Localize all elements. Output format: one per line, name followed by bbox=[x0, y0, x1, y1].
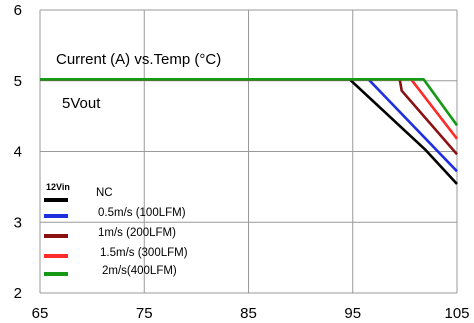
legend-label: 1m/s (200LFM) bbox=[98, 227, 176, 239]
x-tick-label: 75 bbox=[136, 305, 153, 322]
legend-label: 1.5m/s (300LFM) bbox=[100, 247, 188, 259]
series-line bbox=[40, 78, 459, 127]
y-tick-label: 4 bbox=[14, 144, 22, 161]
legend-label: 2m/s(400LFM) bbox=[102, 265, 177, 277]
x-tick-label: 105 bbox=[444, 305, 469, 322]
chart-subtitle: 5Vout bbox=[62, 95, 101, 112]
legend-label: 0.5m/s (100LFM) bbox=[98, 207, 186, 219]
series-lines bbox=[40, 78, 459, 185]
x-tick-label: 85 bbox=[240, 305, 257, 322]
chart-title: Current (A) vs.Temp (°C) bbox=[56, 51, 221, 68]
y-tick-label: 5 bbox=[14, 73, 22, 90]
legend: 12Vin NC 0.5m/s (100LFM) 1m/s (200LFM) 1.5m… bbox=[44, 182, 188, 277]
grid bbox=[39, 9, 458, 294]
y-tick-label: 3 bbox=[14, 214, 22, 231]
y-tick-label: 6 bbox=[14, 2, 22, 19]
x-tick-label: 95 bbox=[344, 305, 361, 322]
tick-labels: 65 75 85 95 105 2 3 4 5 6 bbox=[14, 2, 470, 322]
x-tick-label: 65 bbox=[32, 305, 49, 322]
y-tick-label: 2 bbox=[14, 285, 22, 302]
legend-label: NC bbox=[96, 187, 113, 199]
legend-title: 12Vin bbox=[46, 182, 70, 192]
